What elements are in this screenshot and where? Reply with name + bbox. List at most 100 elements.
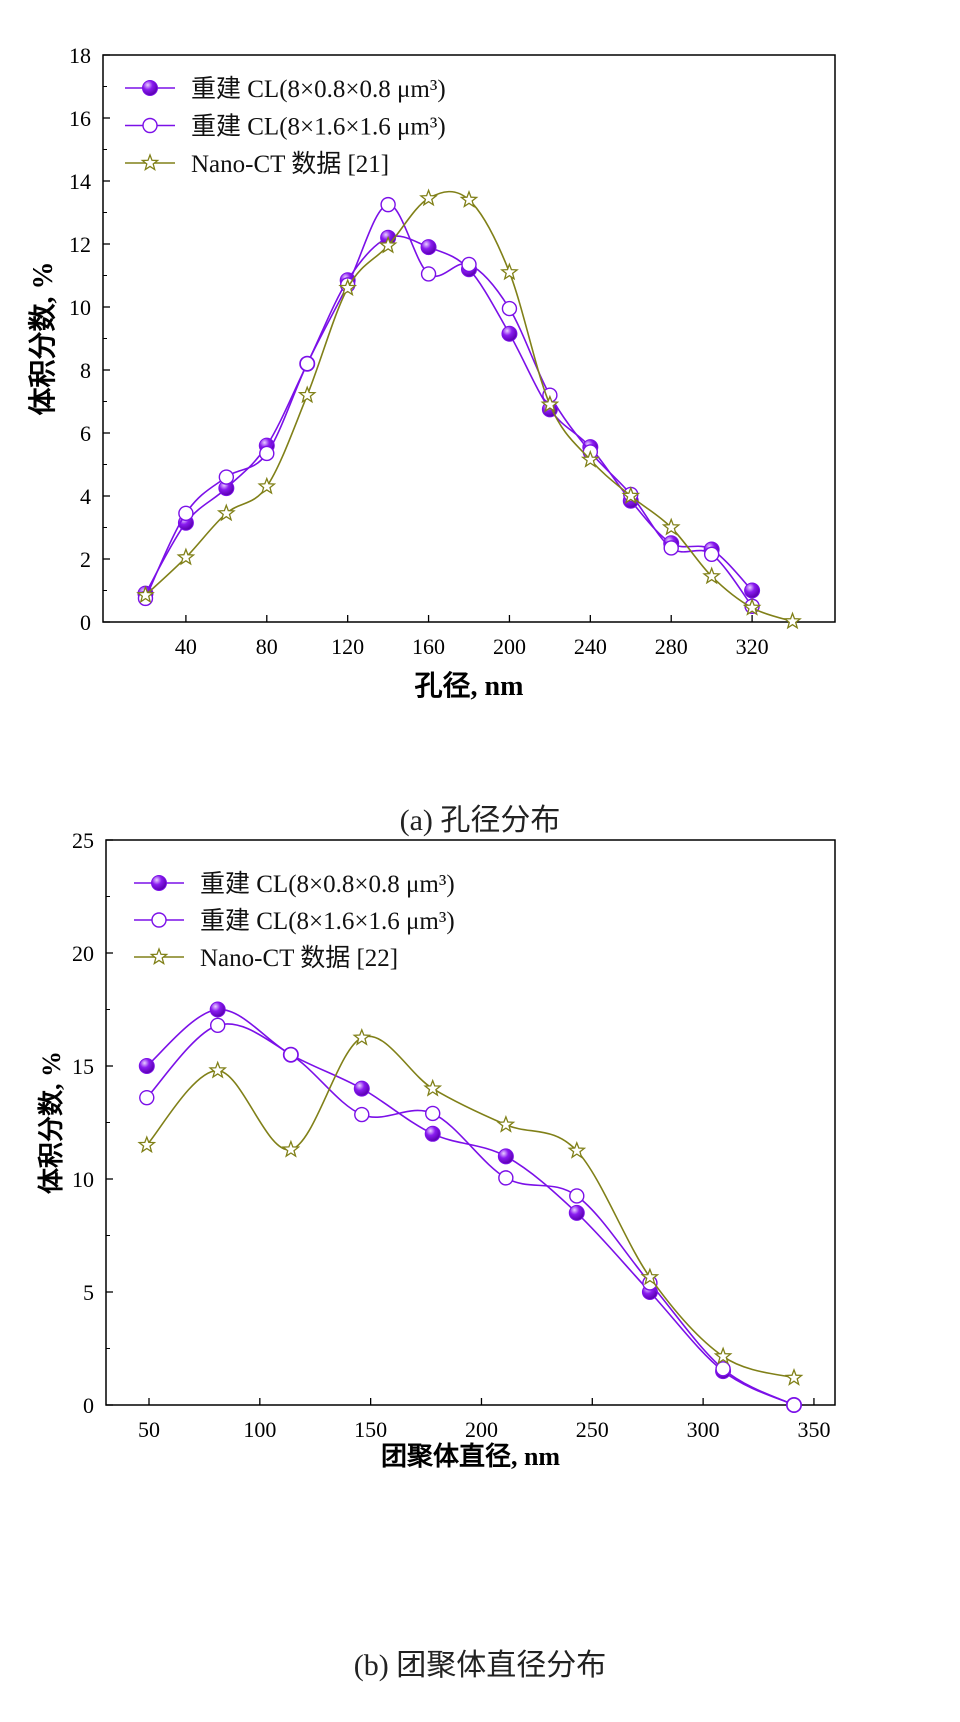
data-point	[176, 547, 196, 566]
y-axis-label: 体积分数, %	[37, 1051, 66, 1194]
x-tick-label: 240	[574, 634, 607, 659]
data-point	[420, 239, 437, 256]
y-tick-label: 20	[72, 941, 94, 966]
data-point	[299, 356, 315, 372]
data-point	[378, 235, 398, 254]
data-point	[715, 1361, 731, 1377]
data-point	[281, 1139, 301, 1158]
series-line	[146, 1035, 795, 1379]
legend-entry: 重建 CL(8×0.8×0.8 μm³)	[134, 870, 455, 898]
x-tick-label: 160	[412, 634, 445, 659]
data-point	[354, 1106, 370, 1123]
data-point	[137, 1135, 157, 1154]
data-point	[425, 1105, 441, 1122]
series-line	[146, 1008, 795, 1406]
data-point	[210, 1017, 226, 1034]
data-point	[138, 1058, 155, 1074]
y-tick-label: 18	[69, 43, 91, 68]
legend-entry: 重建 CL(8×1.6×1.6 μm³)	[125, 113, 446, 141]
data-point	[783, 611, 802, 630]
data-point	[209, 1001, 226, 1018]
x-axis-label: 团聚体直径, nm	[381, 1442, 560, 1471]
legend-label: 重建 CL(8×0.8×0.8 μm³)	[191, 75, 446, 103]
data-point	[380, 196, 396, 213]
legend-marker	[151, 912, 167, 928]
x-tick-label: 320	[736, 634, 769, 659]
x-tick-label: 40	[175, 634, 197, 659]
series-3	[136, 188, 802, 630]
data-point	[784, 1368, 804, 1386]
legend-marker	[140, 153, 160, 171]
legend-label: 重建 CL(8×1.6×1.6 μm³)	[191, 113, 446, 141]
y-tick-label: 14	[69, 169, 91, 194]
y-tick-label: 0	[83, 1393, 94, 1418]
y-tick-label: 15	[72, 1054, 94, 1079]
y-tick-label: 2	[80, 547, 91, 572]
data-point	[419, 188, 438, 207]
x-tick-label: 200	[465, 1417, 498, 1442]
x-tick-label: 50	[138, 1417, 160, 1442]
series-line	[144, 203, 753, 607]
legend-marker	[142, 117, 158, 134]
series-line	[144, 235, 753, 595]
y-tick-label: 10	[72, 1167, 94, 1192]
y-tick-label: 10	[69, 295, 91, 320]
x-tick-label: 280	[655, 634, 688, 659]
data-point	[621, 486, 641, 504]
data-point	[338, 278, 358, 297]
series-2	[139, 1017, 802, 1413]
series-line	[146, 1023, 795, 1406]
data-point	[178, 505, 194, 522]
data-point	[283, 1046, 299, 1063]
series-line	[144, 190, 793, 623]
x-tick-label: 120	[331, 634, 364, 659]
data-point	[569, 1188, 585, 1204]
legend-marker	[142, 80, 158, 96]
data-point	[136, 585, 155, 604]
legend-label: Nano-CT 数据 [21]	[191, 150, 389, 178]
y-tick-label: 16	[69, 106, 91, 131]
data-point	[661, 517, 681, 536]
data-point	[424, 1125, 441, 1142]
y-tick-label: 6	[80, 421, 91, 446]
data-point	[786, 1397, 802, 1413]
data-point	[501, 325, 518, 342]
series-2	[137, 196, 760, 614]
x-tick-label: 150	[354, 1417, 387, 1442]
legend-entry: 重建 CL(8×1.6×1.6 μm³)	[134, 907, 455, 935]
data-point	[497, 1148, 514, 1165]
y-tick-label: 5	[83, 1280, 94, 1305]
data-point	[496, 1114, 516, 1133]
legend-label: 重建 CL(8×0.8×0.8 μm³)	[200, 870, 455, 898]
caption-b: (b) 团聚体直径分布	[353, 1649, 607, 1682]
data-point	[501, 300, 518, 317]
x-tick-label: 250	[576, 1417, 609, 1442]
data-point	[663, 540, 679, 556]
data-point	[713, 1346, 733, 1365]
legend-marker	[149, 947, 169, 965]
y-axis-label: 体积分数, %	[27, 261, 59, 415]
data-point	[744, 582, 761, 599]
data-point	[420, 266, 437, 282]
data-point	[703, 546, 720, 562]
x-axis-label: 孔径, nm	[415, 670, 524, 702]
data-point	[742, 597, 762, 616]
data-point	[423, 1078, 443, 1097]
x-tick-label: 350	[797, 1417, 830, 1442]
legend-label: 重建 CL(8×1.6×1.6 μm³)	[200, 907, 455, 935]
legend-entry: Nano-CT 数据 [22]	[134, 944, 398, 972]
data-point	[218, 469, 235, 485]
x-tick-label: 300	[687, 1417, 720, 1442]
legend-label: Nano-CT 数据 [22]	[200, 944, 398, 972]
data-point	[568, 1204, 585, 1221]
data-point	[580, 449, 600, 468]
data-point	[640, 1267, 660, 1286]
data-point	[459, 190, 479, 208]
y-tick-label: 0	[80, 610, 91, 635]
data-point	[208, 1060, 228, 1079]
legend-marker	[151, 875, 167, 891]
y-tick-label: 8	[80, 358, 91, 383]
x-tick-label: 100	[243, 1417, 276, 1442]
chart-a: 0 2 4 6 8 10 12 14 16 18 40 80 120 160 200 240 280 320 孔径,…	[27, 43, 836, 702]
